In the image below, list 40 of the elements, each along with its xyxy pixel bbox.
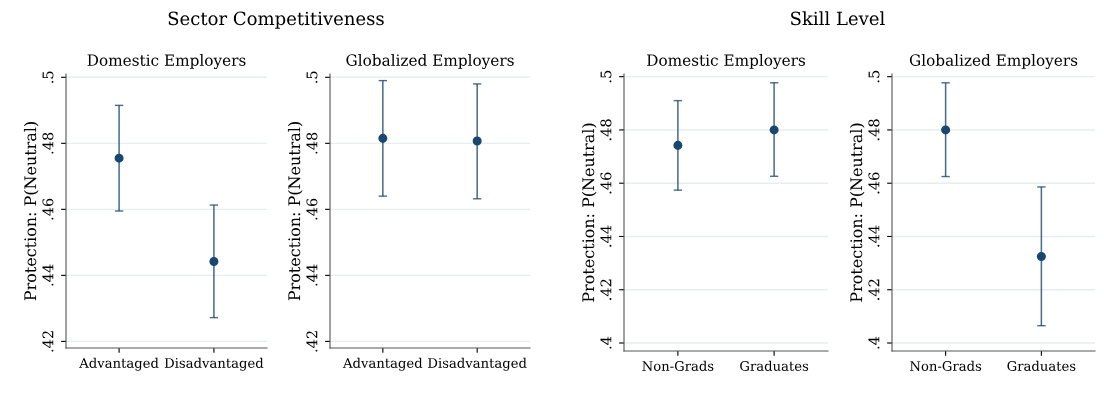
- y-tick-label: .48: [868, 119, 880, 141]
- x-tick-label: Advantaged: [342, 357, 423, 371]
- y-tick-label: .4: [600, 336, 612, 349]
- chart-subtitle: Domestic Employers: [87, 54, 246, 70]
- y-tick-label: .5: [868, 70, 880, 83]
- chart-subtitle: Globalized Employers: [346, 54, 514, 70]
- y-tick-label: .42: [600, 279, 612, 300]
- y-tick-label: .4: [868, 336, 880, 349]
- y-tick-label: .42: [42, 331, 54, 352]
- y-axis-title: Protection: P(Neutral): [581, 123, 597, 302]
- y-tick-label: .5: [42, 71, 54, 83]
- x-tick-label: Disadvantaged: [428, 357, 527, 371]
- y-tick-label: .48: [42, 132, 54, 154]
- chart-subtitle: Domestic Employers: [647, 54, 805, 70]
- y-tick-label: .42: [306, 331, 318, 352]
- y-tick-label: .44: [600, 225, 612, 247]
- x-tick-label: Advantaged: [79, 357, 159, 371]
- x-tick-label: Non-Grads: [642, 360, 714, 371]
- chart-subtitle: Globalized Employers: [909, 54, 1078, 70]
- y-tick-label: .44: [42, 264, 54, 286]
- y-axis-title: Protection: P(Neutral): [287, 122, 303, 301]
- y-tick-label: .48: [600, 119, 612, 141]
- y-axis-title: Protection: P(Neutral): [23, 122, 39, 301]
- chart-title: Skill Level: [791, 11, 885, 26]
- y-tick-label: .44: [868, 225, 880, 247]
- x-tick-label: Disadvantaged: [164, 357, 264, 371]
- y-tick-label: .44: [306, 264, 318, 286]
- y-axis-title: Protection: P(Neutral): [849, 123, 865, 302]
- y-tick-label: .46: [42, 198, 54, 220]
- chart-title: Sector Competitiveness: [168, 11, 384, 29]
- y-tick-label: .42: [868, 279, 880, 300]
- y-tick-label: .46: [868, 172, 880, 194]
- x-tick-label: Non-Grads: [910, 360, 982, 371]
- y-tick-label: .46: [306, 198, 318, 220]
- y-tick-label: .48: [306, 132, 318, 154]
- y-tick-label: .5: [306, 71, 318, 83]
- x-tick-label: Graduates: [1007, 360, 1076, 371]
- y-tick-label: .46: [600, 172, 612, 194]
- x-tick-label: Graduates: [740, 360, 809, 371]
- y-tick-label: .5: [600, 70, 612, 83]
